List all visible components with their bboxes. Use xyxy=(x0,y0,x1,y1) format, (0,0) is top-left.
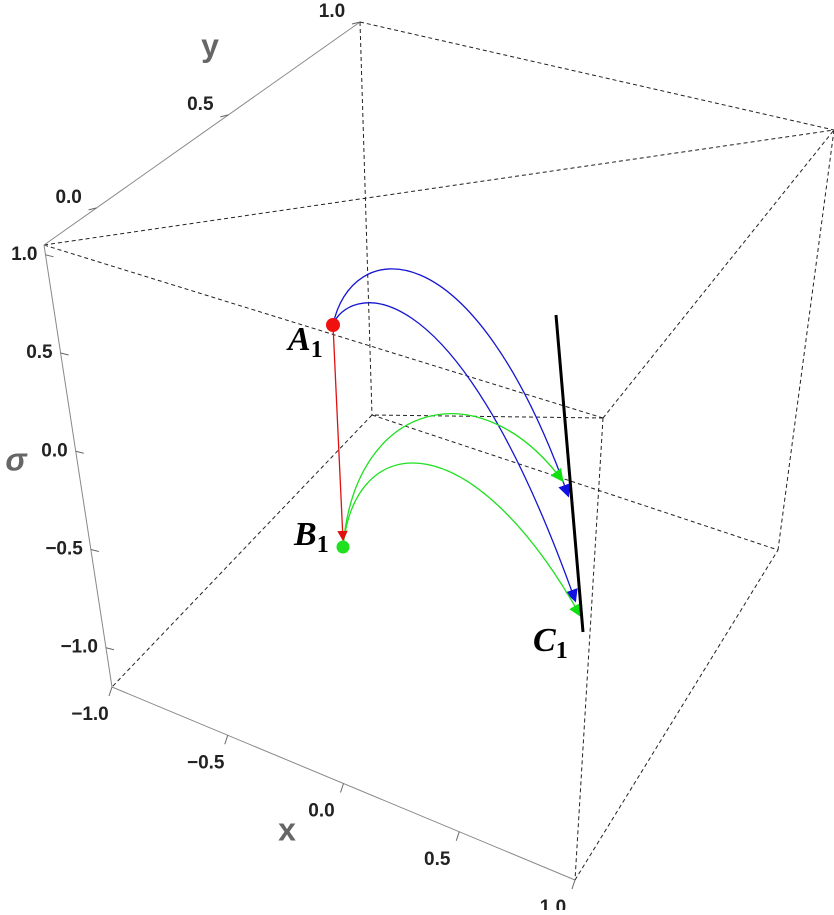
x-tick xyxy=(455,831,460,841)
x-tick xyxy=(340,783,344,793)
z-tick xyxy=(60,352,69,356)
x-axis-label: x xyxy=(278,811,296,847)
x-tick xyxy=(108,686,113,697)
x-tick-label: 0.0 xyxy=(308,801,334,822)
z-tick xyxy=(75,450,84,454)
x-tick-label: 0.5 xyxy=(424,849,451,870)
x-tick-label: 1.0 xyxy=(540,897,566,910)
z-tick xyxy=(90,549,99,552)
z-axis-label: σ xyxy=(5,441,28,477)
point-subscript: 1 xyxy=(311,337,323,363)
z-tick-label: −0.5 xyxy=(45,539,83,560)
point-label: B1 xyxy=(293,516,329,558)
y-tick-label: 0.5 xyxy=(187,94,214,115)
y-tick-label: 1.0 xyxy=(319,1,345,22)
z-tick-label: 1.0 xyxy=(11,244,37,265)
z-tick xyxy=(105,647,115,651)
point-label: A1 xyxy=(286,321,323,363)
z-tick-label: −1.0 xyxy=(60,637,98,658)
point-subscript: 1 xyxy=(317,532,329,558)
x-tick xyxy=(571,879,576,890)
point-letter: C xyxy=(533,622,556,659)
box xyxy=(43,21,834,881)
point-letter: B xyxy=(293,516,317,553)
z-tick-label: 0.5 xyxy=(26,342,53,363)
curves xyxy=(326,268,585,633)
y-tick xyxy=(351,21,361,25)
y-axis-label: y xyxy=(201,27,219,63)
z-tick-label: 0.0 xyxy=(41,440,67,461)
point-label: C1 xyxy=(533,622,568,664)
x-tick-label: −0.5 xyxy=(187,752,225,773)
x-tick-label: −1.0 xyxy=(71,704,109,725)
y-tick xyxy=(88,207,97,211)
point-subscript: 1 xyxy=(556,638,568,664)
y-tick-label: 0.0 xyxy=(55,187,81,208)
point-letter: A xyxy=(286,321,311,358)
z-tick xyxy=(45,254,54,258)
x-tick xyxy=(224,735,229,745)
y-tick xyxy=(220,114,229,118)
